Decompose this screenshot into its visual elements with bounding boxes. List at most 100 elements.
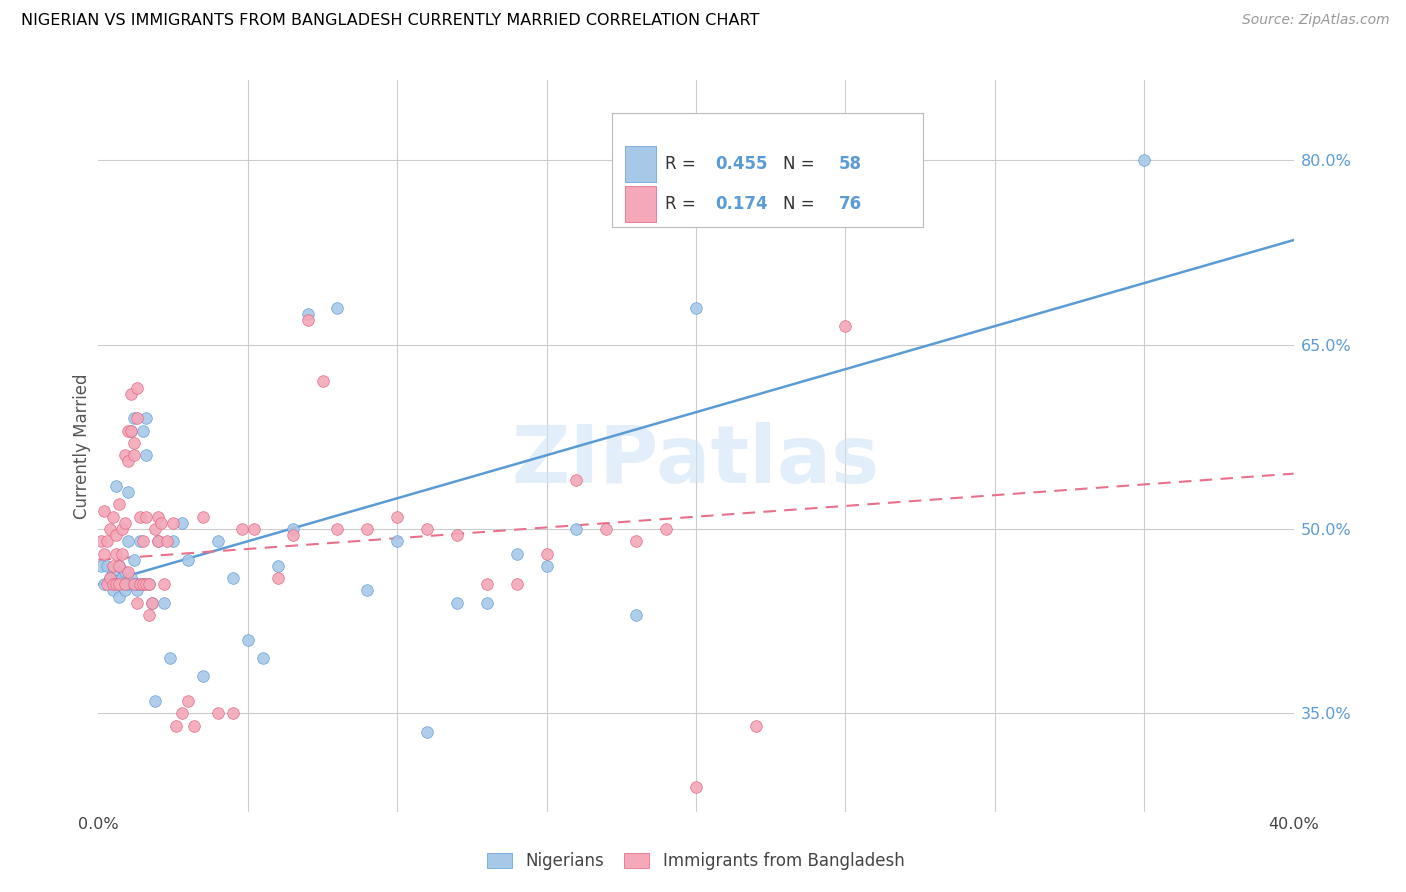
Point xyxy=(148,534,170,549)
Point xyxy=(135,448,157,462)
Point xyxy=(120,571,142,585)
Point xyxy=(124,411,146,425)
Point xyxy=(124,577,146,591)
Point xyxy=(135,411,157,425)
Point xyxy=(93,547,115,561)
Point xyxy=(267,571,290,585)
Point xyxy=(129,509,152,524)
Point xyxy=(117,534,139,549)
Point xyxy=(103,565,125,579)
Point xyxy=(446,528,468,542)
Point xyxy=(446,596,468,610)
Point xyxy=(129,534,152,549)
Point xyxy=(103,509,125,524)
Point xyxy=(108,497,131,511)
Point xyxy=(100,571,122,585)
Point xyxy=(93,503,115,517)
Point xyxy=(96,558,118,573)
Point xyxy=(385,534,409,549)
Legend: Nigerians, Immigrants from Bangladesh: Nigerians, Immigrants from Bangladesh xyxy=(481,846,911,877)
Point xyxy=(222,706,245,721)
Point xyxy=(105,574,128,588)
Y-axis label: Currently Married: Currently Married xyxy=(73,373,91,519)
Point xyxy=(506,577,529,591)
Point xyxy=(117,565,139,579)
Point xyxy=(143,694,166,708)
Point xyxy=(536,558,558,573)
Point xyxy=(111,522,134,536)
Point xyxy=(135,509,157,524)
Point xyxy=(236,632,259,647)
Point xyxy=(138,577,160,591)
Point xyxy=(105,577,128,591)
Point xyxy=(416,724,439,739)
Point xyxy=(127,381,149,395)
Point xyxy=(105,547,128,561)
Point xyxy=(138,607,160,622)
Point xyxy=(685,780,707,794)
Point xyxy=(90,558,112,573)
Point xyxy=(356,522,378,536)
Point xyxy=(1133,153,1156,168)
Point xyxy=(114,565,136,579)
Text: NIGERIAN VS IMMIGRANTS FROM BANGLADESH CURRENTLY MARRIED CORRELATION CHART: NIGERIAN VS IMMIGRANTS FROM BANGLADESH C… xyxy=(21,13,759,29)
Text: ZIPatlas: ZIPatlas xyxy=(512,422,880,500)
Text: Source: ZipAtlas.com: Source: ZipAtlas.com xyxy=(1241,13,1389,28)
Point xyxy=(141,596,163,610)
Point xyxy=(536,547,558,561)
Point xyxy=(127,411,149,425)
Point xyxy=(626,607,648,622)
Point xyxy=(111,577,134,591)
Point xyxy=(385,509,409,524)
Point xyxy=(565,473,588,487)
Point xyxy=(105,479,128,493)
Point xyxy=(506,547,529,561)
Point xyxy=(117,577,139,591)
Point xyxy=(124,448,146,462)
Point xyxy=(475,577,498,591)
Point xyxy=(127,577,149,591)
Point xyxy=(207,706,229,721)
Point xyxy=(135,577,157,591)
Point xyxy=(172,516,194,530)
Point xyxy=(626,534,648,549)
Point xyxy=(326,522,349,536)
Point xyxy=(138,577,160,591)
Point xyxy=(132,577,155,591)
Point xyxy=(297,307,319,321)
Point xyxy=(222,571,245,585)
Point xyxy=(356,583,378,598)
Point xyxy=(141,596,163,610)
Point xyxy=(153,596,176,610)
Point xyxy=(132,534,155,549)
Point xyxy=(148,534,170,549)
Point xyxy=(117,454,139,468)
Point xyxy=(150,516,173,530)
Point xyxy=(124,577,146,591)
Point xyxy=(108,577,131,591)
Point xyxy=(191,669,214,683)
Point xyxy=(114,516,136,530)
Point xyxy=(231,522,253,536)
Point xyxy=(108,558,131,573)
Point xyxy=(120,386,142,401)
Point xyxy=(326,301,349,315)
Point xyxy=(165,719,187,733)
Point xyxy=(132,577,155,591)
Point xyxy=(148,509,170,524)
Point xyxy=(243,522,266,536)
Point xyxy=(745,719,768,733)
Point xyxy=(114,583,136,598)
Point xyxy=(96,534,118,549)
Point xyxy=(177,694,200,708)
Point xyxy=(297,313,319,327)
Point xyxy=(124,552,146,566)
Point xyxy=(159,651,181,665)
Point xyxy=(281,522,304,536)
Point xyxy=(114,448,136,462)
Point xyxy=(124,436,146,450)
Point xyxy=(103,577,125,591)
Point xyxy=(834,319,856,334)
Point xyxy=(93,577,115,591)
Point xyxy=(177,552,200,566)
